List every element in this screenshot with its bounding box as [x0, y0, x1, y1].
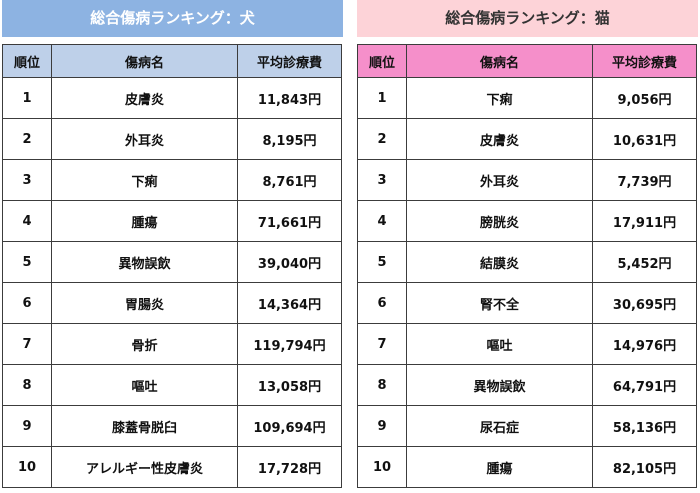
disease-name-cell: 異物誤飲: [51, 241, 238, 283]
rank-cell: 6: [357, 282, 407, 324]
average-cost-cell: 119,794円: [237, 323, 342, 365]
table-row: 3 下痢 8,761円: [2, 159, 342, 201]
rank-cell: 6: [2, 282, 52, 324]
disease-name-cell: 腫瘍: [406, 446, 593, 488]
rank-cell: 4: [2, 200, 52, 242]
disease-name-cell: 異物誤飲: [406, 364, 593, 406]
rank-cell: 4: [357, 200, 407, 242]
table-row: 4 腫瘍 71,661円: [2, 200, 342, 242]
header-average-cost: 平均診療費: [237, 44, 342, 78]
cat-ranking-table: 順位 傷病名 平均診療費 1 下痢 9,056円 2 皮膚炎 10,631円 3 外耳炎 7,7…: [357, 44, 697, 488]
average-cost-cell: 10,631円: [592, 118, 697, 160]
table-row: 4 膀胱炎 17,911円: [357, 200, 697, 242]
average-cost-cell: 71,661円: [237, 200, 342, 242]
rank-cell: 8: [357, 364, 407, 406]
header-rank: 順位: [2, 44, 52, 78]
rank-cell: 8: [2, 364, 52, 406]
average-cost-cell: 109,694円: [237, 405, 342, 447]
table-row: 2 外耳炎 8,195円: [2, 118, 342, 160]
disease-name-cell: 膝蓋骨脱臼: [51, 405, 238, 447]
average-cost-cell: 11,843円: [237, 77, 342, 119]
disease-name-cell: 尿石症: [406, 405, 593, 447]
rank-cell: 2: [2, 118, 52, 160]
average-cost-cell: 7,739円: [592, 159, 697, 201]
table-header-row: 順位 傷病名 平均診療費: [357, 44, 697, 78]
disease-name-cell: 腎不全: [406, 282, 593, 324]
disease-name-cell: 外耳炎: [51, 118, 238, 160]
header-disease-name: 傷病名: [406, 44, 593, 78]
disease-name-cell: 骨折: [51, 323, 238, 365]
rank-cell: 9: [2, 405, 52, 447]
disease-name-cell: アレルギー性皮膚炎: [51, 446, 238, 488]
disease-name-cell: 嘔吐: [406, 323, 593, 365]
table-row: 10 アレルギー性皮膚炎 17,728円: [2, 446, 342, 488]
disease-name-cell: 外耳炎: [406, 159, 593, 201]
rank-cell: 3: [357, 159, 407, 201]
average-cost-cell: 39,040円: [237, 241, 342, 283]
disease-name-cell: 嘔吐: [51, 364, 238, 406]
dog-ranking-panel: 総合傷病ランキング：犬 順位 傷病名 平均診療費 1 皮膚炎 11,843円 2 外耳炎…: [2, 0, 343, 488]
header-rank: 順位: [357, 44, 407, 78]
average-cost-cell: 82,105円: [592, 446, 697, 488]
cat-ranking-panel: 総合傷病ランキング：猫 順位 傷病名 平均診療費 1 下痢 9,056円 2 皮膚炎 10…: [357, 0, 698, 488]
rank-cell: 10: [2, 446, 52, 488]
rank-cell: 10: [357, 446, 407, 488]
header-average-cost: 平均診療費: [592, 44, 697, 78]
table-row: 9 膝蓋骨脱臼 109,694円: [2, 405, 342, 447]
disease-name-cell: 皮膚炎: [51, 77, 238, 119]
table-row: 5 異物誤飲 39,040円: [2, 241, 342, 283]
average-cost-cell: 13,058円: [237, 364, 342, 406]
average-cost-cell: 58,136円: [592, 405, 697, 447]
rank-cell: 7: [357, 323, 407, 365]
disease-name-cell: 膀胱炎: [406, 200, 593, 242]
disease-name-cell: 腫瘍: [51, 200, 238, 242]
rank-cell: 5: [2, 241, 52, 283]
table-row: 7 嘔吐 14,976円: [357, 323, 697, 365]
average-cost-cell: 5,452円: [592, 241, 697, 283]
rank-cell: 1: [2, 77, 52, 119]
average-cost-cell: 17,911円: [592, 200, 697, 242]
table-row: 9 尿石症 58,136円: [357, 405, 697, 447]
average-cost-cell: 17,728円: [237, 446, 342, 488]
disease-name-cell: 皮膚炎: [406, 118, 593, 160]
average-cost-cell: 64,791円: [592, 364, 697, 406]
table-row: 3 外耳炎 7,739円: [357, 159, 697, 201]
table-row: 7 骨折 119,794円: [2, 323, 342, 365]
table-row: 1 皮膚炎 11,843円: [2, 77, 342, 119]
table-header-row: 順位 傷病名 平均診療費: [2, 44, 342, 78]
disease-name-cell: 下痢: [51, 159, 238, 201]
cat-ranking-title: 総合傷病ランキング：猫: [357, 0, 698, 37]
table-row: 8 異物誤飲 64,791円: [357, 364, 697, 406]
rank-cell: 5: [357, 241, 407, 283]
table-row: 5 結膜炎 5,452円: [357, 241, 697, 283]
rank-cell: 1: [357, 77, 407, 119]
rank-cell: 2: [357, 118, 407, 160]
average-cost-cell: 14,364円: [237, 282, 342, 324]
header-disease-name: 傷病名: [51, 44, 238, 78]
table-row: 1 下痢 9,056円: [357, 77, 697, 119]
rank-cell: 9: [357, 405, 407, 447]
dog-ranking-table: 順位 傷病名 平均診療費 1 皮膚炎 11,843円 2 外耳炎 8,195円 3 下痢 8,7…: [2, 44, 342, 488]
average-cost-cell: 30,695円: [592, 282, 697, 324]
table-row: 10 腫瘍 82,105円: [357, 446, 697, 488]
average-cost-cell: 8,761円: [237, 159, 342, 201]
table-row: 6 胃腸炎 14,364円: [2, 282, 342, 324]
disease-name-cell: 結膜炎: [406, 241, 593, 283]
table-row: 8 嘔吐 13,058円: [2, 364, 342, 406]
table-row: 6 腎不全 30,695円: [357, 282, 697, 324]
disease-name-cell: 下痢: [406, 77, 593, 119]
average-cost-cell: 9,056円: [592, 77, 697, 119]
average-cost-cell: 8,195円: [237, 118, 342, 160]
rank-cell: 3: [2, 159, 52, 201]
table-row: 2 皮膚炎 10,631円: [357, 118, 697, 160]
disease-name-cell: 胃腸炎: [51, 282, 238, 324]
dog-ranking-title: 総合傷病ランキング：犬: [2, 0, 343, 37]
rank-cell: 7: [2, 323, 52, 365]
average-cost-cell: 14,976円: [592, 323, 697, 365]
